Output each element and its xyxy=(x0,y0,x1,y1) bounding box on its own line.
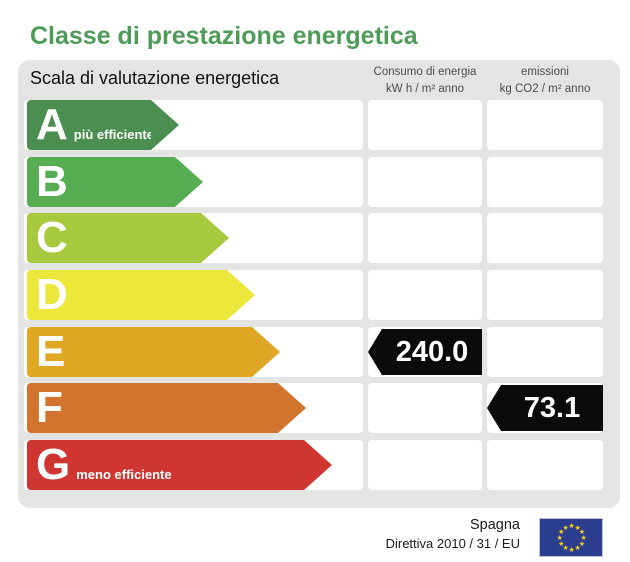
energy-cell: 240.0 xyxy=(368,327,482,377)
eu-flag-icon: ★ ★ ★ ★ ★ ★ ★ ★ ★ ★ ★ ★ xyxy=(539,518,603,557)
class-row-e: E 240.0 xyxy=(18,327,620,377)
class-arrow-d: D xyxy=(27,270,255,320)
eu-star-icon: ★ xyxy=(558,529,565,536)
rating-panel: Scala di valutazione energetica Consumo … xyxy=(18,60,620,508)
class-row-f: F 73.1 xyxy=(18,383,620,433)
emissions-value-tag: 73.1 xyxy=(487,385,603,431)
class-row-d: D xyxy=(18,270,620,320)
arrow-tip-icon xyxy=(252,327,280,377)
scale-strip: F xyxy=(24,383,363,433)
eu-star-icon: ★ xyxy=(568,523,575,530)
tag-body: 240.0 xyxy=(382,329,482,375)
emissions-header-line2: kg CO2 / m² anno xyxy=(499,83,591,95)
energy-cell xyxy=(368,383,482,433)
tag-tip-icon xyxy=(487,385,501,431)
footer-text: Spagna Direttiva 2010 / 31 / EU xyxy=(386,515,520,552)
energy-header-line2: kW h / m² anno xyxy=(386,83,464,95)
energy-cell xyxy=(368,100,482,150)
emissions-cell xyxy=(487,213,603,263)
energy-cell xyxy=(368,157,482,207)
scale-strip: D xyxy=(24,270,363,320)
emissions-column-header: emissioni kg CO2 / m² anno xyxy=(487,64,603,98)
class-row-c: C xyxy=(18,213,620,263)
class-row-a: A più efficiente xyxy=(18,100,620,150)
class-letter: G xyxy=(36,440,71,489)
scale-strip: B xyxy=(24,157,363,207)
class-arrow-c: C xyxy=(27,213,229,263)
class-note: più efficiente xyxy=(73,127,154,142)
emissions-cell xyxy=(487,157,603,207)
class-letter: F xyxy=(36,383,63,432)
class-row-b: B xyxy=(18,157,620,207)
eu-star-icon: ★ xyxy=(578,541,586,548)
class-letter: D xyxy=(36,270,68,319)
class-arrow-f: F xyxy=(27,383,306,433)
arrow-tip-icon xyxy=(175,157,203,207)
energy-cell xyxy=(368,440,482,490)
energy-header-line1: Consumo di energia xyxy=(373,66,477,78)
page-title: Classe di prestazione energetica xyxy=(30,22,418,50)
energy-cell xyxy=(368,213,482,263)
eu-star-icon: ★ xyxy=(574,545,581,553)
eu-star-icon: ★ xyxy=(562,524,569,532)
scale-strip: E xyxy=(24,327,363,377)
energy-cell xyxy=(368,270,482,320)
scale-header: Scala di valutazione energetica xyxy=(30,68,280,88)
eu-star-icon: ★ xyxy=(578,529,586,536)
class-arrow-e: E xyxy=(27,327,280,377)
emissions-header-line1: emissioni xyxy=(521,66,569,78)
class-letter: C xyxy=(36,213,68,262)
scale-strip: C xyxy=(24,213,363,263)
eu-star-icon: ★ xyxy=(562,545,569,553)
energy-value-tag: 240.0 xyxy=(368,329,482,375)
class-letter: B xyxy=(36,157,68,206)
arrow-tip-icon xyxy=(227,270,255,320)
tag-body: 73.1 xyxy=(501,385,603,431)
emissions-cell xyxy=(487,327,603,377)
emissions-cell xyxy=(487,100,603,150)
arrow-tip-icon xyxy=(278,383,306,433)
emissions-cell: 73.1 xyxy=(487,383,603,433)
class-letter: E xyxy=(36,327,66,376)
eu-star-icon: ★ xyxy=(568,547,575,554)
class-note: meno efficiente xyxy=(76,467,172,482)
class-row-g: G meno efficiente xyxy=(18,440,620,490)
directive-label: Direttiva 2010 / 31 / EU xyxy=(385,536,520,551)
emissions-value: 73.1 xyxy=(523,391,581,424)
arrow-tip-icon xyxy=(201,213,229,263)
arrow-tip-icon xyxy=(304,440,332,490)
eu-star-icon: ★ xyxy=(574,524,581,532)
energy-column-header: Consumo di energia kW h / m² anno xyxy=(368,64,482,98)
eu-star-icon: ★ xyxy=(558,541,565,548)
eu-star-icon: ★ xyxy=(556,535,563,542)
tag-tip-icon xyxy=(368,329,382,375)
emissions-cell xyxy=(487,440,603,490)
scale-strip: G meno efficiente xyxy=(24,440,363,490)
class-arrow-a: A più efficiente xyxy=(27,100,179,150)
country-label: Spagna xyxy=(470,517,520,533)
emissions-cell xyxy=(487,270,603,320)
scale-strip: A più efficiente xyxy=(24,100,363,150)
eu-star-icon: ★ xyxy=(580,535,587,542)
energy-value: 240.0 xyxy=(395,335,469,368)
arrow-tip-icon xyxy=(151,100,179,150)
class-arrow-b: B xyxy=(27,157,203,207)
class-arrow-g: G meno efficiente xyxy=(27,440,332,490)
class-letter: A xyxy=(36,100,68,149)
